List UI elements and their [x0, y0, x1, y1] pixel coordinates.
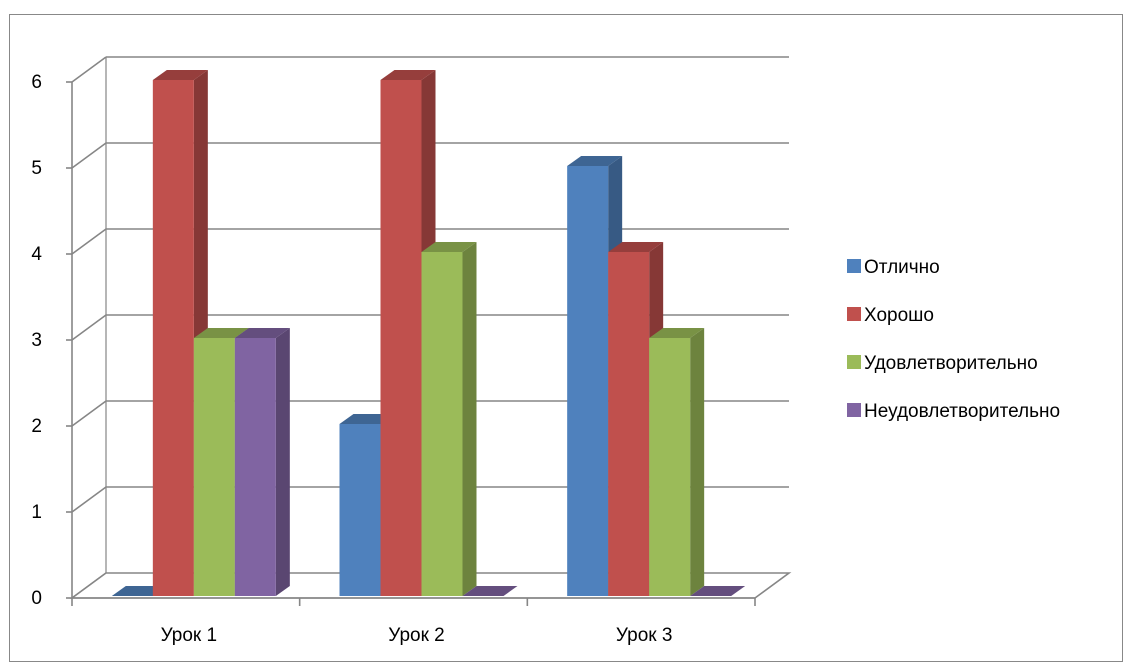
bar-front [608, 252, 650, 596]
bar-top [649, 328, 705, 338]
gridline-side [71, 228, 107, 255]
bar-top [152, 70, 208, 80]
bar-front [649, 338, 691, 596]
y-tick-label: 0 [31, 588, 42, 609]
gridline-side [71, 400, 107, 427]
legend-item: Хорошо [847, 305, 934, 326]
bar-front [567, 166, 609, 596]
gridline-side [71, 314, 107, 341]
legend-swatch [847, 355, 861, 369]
bar-front [339, 424, 381, 596]
bar-top [421, 242, 477, 252]
bars [111, 70, 746, 596]
bar-side [690, 328, 705, 596]
bar-front [421, 252, 463, 596]
category-label: Урок 2 [388, 625, 445, 646]
legend-label: Неудовлетворительно [864, 401, 1060, 422]
bar-top [380, 70, 436, 80]
y-tick-label: 2 [31, 416, 42, 437]
gridline-side [71, 142, 107, 169]
bar [462, 586, 518, 596]
legend-label: Удовлетворительно [864, 353, 1038, 374]
bar-front [152, 80, 194, 596]
bar-top [567, 156, 623, 166]
bar-front [234, 338, 276, 596]
axes: 0 1 2 3 4 5 6 Урок 1 Урок 2 Урок 3 [31, 72, 756, 646]
bar-top [462, 586, 518, 596]
y-tick-label: 4 [31, 244, 42, 265]
legend: Отлично Хорошо Удовлетворительно Неудовлетв… [847, 257, 1060, 422]
bar-top [234, 328, 290, 338]
bar-top [193, 328, 249, 338]
legend-item: Неудовлетворительно [847, 401, 1060, 422]
bar [234, 328, 290, 596]
bar-side [275, 328, 290, 596]
gridline-side [71, 56, 107, 83]
legend-item: Отлично [847, 257, 940, 278]
bar-top [608, 242, 664, 252]
y-tick-label: 5 [31, 158, 42, 179]
bar-top [690, 586, 746, 596]
bar-front [380, 80, 422, 596]
legend-label: Отлично [864, 257, 940, 278]
y-tick-label: 1 [31, 502, 42, 523]
category-label: Урок 1 [161, 625, 218, 646]
bar [690, 586, 746, 596]
legend-swatch [847, 307, 861, 321]
bar [649, 328, 705, 596]
legend-label: Хорошо [864, 305, 934, 326]
gridline-side [71, 486, 107, 513]
bar [421, 242, 477, 596]
bar-front [193, 338, 235, 596]
legend-swatch [847, 403, 861, 417]
legend-swatch [847, 259, 861, 273]
y-tick-label: 3 [31, 330, 42, 351]
bar-side [462, 242, 477, 596]
y-tick-label: 6 [31, 72, 42, 93]
category-label: Урок 3 [616, 625, 673, 646]
legend-item: Удовлетворительно [847, 353, 1038, 374]
